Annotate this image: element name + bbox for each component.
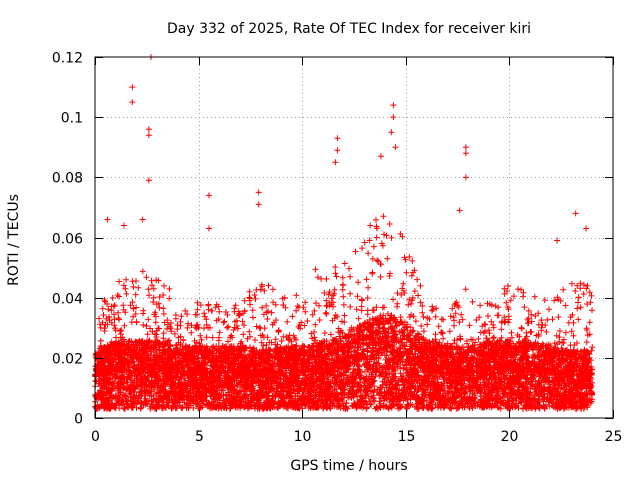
y-tick-label: 0.12	[52, 51, 83, 67]
y-tick-labels: 0 0.02 0.04 0.06 0.08 0.1 0.12	[52, 51, 83, 428]
peak-point	[332, 159, 339, 166]
peak-point	[462, 174, 469, 181]
peak-point	[390, 114, 397, 121]
peak-point	[334, 147, 341, 154]
peak-point	[334, 135, 341, 142]
y-tick-label: 0.08	[52, 171, 83, 187]
peak-point	[205, 192, 212, 199]
peak-point	[145, 132, 152, 139]
peak-point	[255, 201, 262, 208]
x-axis-label: GPS time / hours	[290, 458, 407, 474]
peak-point	[255, 189, 262, 196]
x-tick-label: 10	[294, 429, 312, 445]
peak-point	[129, 84, 136, 91]
peak-point	[388, 129, 395, 136]
peak-point	[462, 144, 469, 151]
peak-point	[139, 216, 146, 223]
ticks	[95, 57, 614, 419]
data-series-roti	[92, 54, 596, 412]
y-tick-label: 0	[74, 412, 83, 428]
peak-point	[462, 150, 469, 157]
peak-point	[145, 126, 152, 133]
peak-point	[145, 177, 152, 184]
x-tick-label: 5	[195, 429, 204, 445]
y-tick-label: 0.04	[52, 292, 83, 308]
peak-point	[392, 144, 399, 151]
x-tick-labels: 0 5 10 15 20 25	[91, 429, 622, 445]
peak-point	[205, 225, 212, 232]
x-tick-label: 25	[605, 429, 623, 445]
chart-title: Day 332 of 2025, Rate Of TEC Index for r…	[167, 21, 531, 37]
peak-point	[104, 216, 111, 223]
peak-point	[390, 102, 397, 109]
y-tick-label: 0.02	[52, 352, 83, 368]
x-tick-label: 0	[91, 429, 100, 445]
peak-point	[129, 99, 136, 106]
x-tick-label: 15	[398, 429, 416, 445]
y-tick-label: 0.1	[61, 111, 83, 127]
scatter-markers	[92, 213, 596, 412]
peak-point	[456, 207, 463, 214]
peak-point	[377, 153, 384, 160]
y-tick-label: 0.06	[52, 232, 83, 248]
peak-point	[121, 222, 128, 229]
peak-point	[583, 225, 590, 232]
peak-point	[554, 237, 561, 244]
plot-frame	[94, 56, 614, 419]
y-axis-label: ROTI / TECUs	[6, 194, 22, 286]
peak-point	[572, 210, 579, 217]
x-tick-label: 20	[501, 429, 519, 445]
